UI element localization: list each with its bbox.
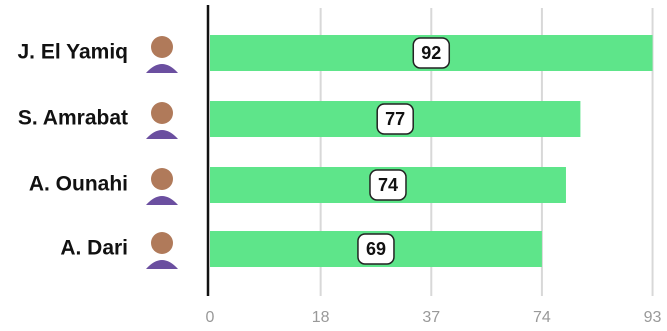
value-label: 92 — [421, 43, 441, 63]
y-tick-label: S. Amrabat — [18, 107, 128, 130]
x-tick-label: 74 — [533, 309, 551, 326]
photo-shirt — [146, 196, 178, 205]
player-photo — [146, 232, 178, 269]
player-photo — [146, 168, 178, 205]
value-label-box — [412, 37, 451, 69]
value-label-box — [357, 233, 395, 265]
photo-shirt — [146, 260, 178, 269]
value-label-box — [376, 103, 414, 135]
value-label: 74 — [378, 175, 398, 195]
photo-shirt — [146, 64, 178, 73]
photo-head — [151, 102, 173, 124]
value-label: 77 — [385, 109, 405, 129]
player-photo — [146, 36, 178, 73]
photo-head — [151, 168, 173, 190]
photo-head — [151, 36, 173, 58]
photo-shirt — [146, 130, 178, 139]
x-tick-label: 93 — [644, 309, 662, 326]
y-tick-label: A. Dari — [60, 237, 128, 260]
value-label-box — [369, 169, 407, 201]
x-tick-label: 37 — [422, 309, 440, 326]
x-tick-label: 0 — [206, 309, 215, 326]
photo-head — [151, 232, 173, 254]
player-photo — [146, 102, 178, 139]
value-label: 69 — [366, 239, 386, 259]
y-tick-label: J. El Yamiq — [17, 41, 128, 64]
x-tick-label: 18 — [312, 309, 330, 326]
y-tick-label: A. Ounahi — [29, 173, 128, 196]
